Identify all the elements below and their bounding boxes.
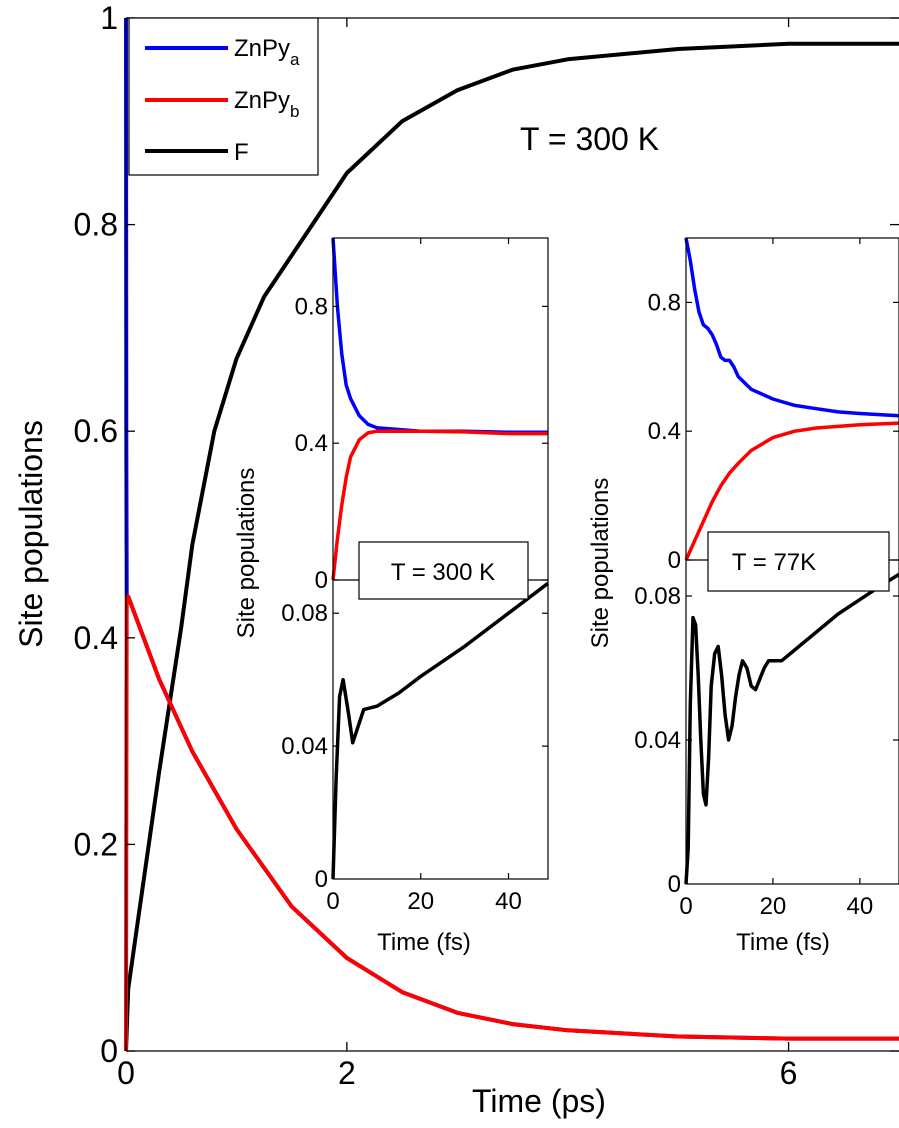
- inset-300k-frame: [332, 237, 549, 880]
- inset-300k-bottom-y-tick-label: 0: [315, 866, 328, 893]
- inset-77k-top-y-tick-label: 0: [668, 547, 681, 574]
- inset-300k-top-y-tick-label: 0.8: [295, 293, 328, 320]
- inset-77k-x-tick-label: 20: [760, 893, 787, 920]
- inset-300k-series-zinpy-b: [331, 429, 548, 581]
- main-temperature-annotation: T = 300 K: [520, 121, 659, 157]
- inset-300k-x-axis-label: Time (fs): [377, 929, 471, 956]
- inset-77k-x-axis-label: Time (fs): [736, 929, 830, 956]
- inset-300k-series-lines: [331, 237, 550, 880]
- inset-300k-bottom-y-tick-label: 0.08: [281, 600, 328, 627]
- main-y-tick-label: 0: [100, 1033, 118, 1069]
- inset-300k: 0 0.4 0.8 0 0.04 0.08 0 20 40 T = 300 K Time (fs) S…: [233, 237, 550, 956]
- main-y-axis-label: Site populations: [13, 420, 49, 648]
- main-axes: 0 0.2 0.4 0.6 0.8 1 0 2 6: [74, 0, 899, 1091]
- main-series-f: [124, 41, 899, 1052]
- inset-300k-bottom-y-tick-label: 0.04: [281, 733, 328, 760]
- main-y-tick-label: 0.6: [74, 413, 118, 449]
- main-x-tick-label: 2: [338, 1055, 356, 1091]
- main-plot: 0 0.2 0.4 0.6 0.8 1 0 2 6 Time (ps) Site populat…: [13, 0, 899, 1119]
- main-y-tick-label: 0.2: [74, 826, 118, 862]
- main-y-tick-label: 0.4: [74, 620, 118, 656]
- inset-300k-annotation: T = 300 K: [391, 559, 495, 586]
- inset-77k-x-tick-label: 40: [847, 893, 874, 920]
- inset-300k-annotation-box: [358, 541, 529, 600]
- inset-300k-y-axis-label: Site populations: [233, 468, 260, 639]
- legend-label-zinpy-a: ZnPya: [234, 35, 300, 69]
- main-y-tick-label: 0.8: [74, 207, 118, 243]
- main-x-axis-label: Time (ps): [472, 1083, 606, 1119]
- inset-77k-series-zinpy-b: [684, 421, 899, 561]
- main-series-zinpy-b: [124, 594, 899, 1052]
- inset-77k-series-f: [684, 572, 899, 885]
- inset-77k-x-tick-label: 0: [679, 893, 692, 920]
- main-y-tick-label: 1: [100, 0, 118, 36]
- main-x-tick-label: 6: [780, 1055, 798, 1091]
- inset-77k: 0 0.4 0.8 0 0.04 0.08 0 20 40 T = 77K Time (fs) Sit…: [587, 237, 899, 956]
- inset-77k-series-lines: [684, 237, 899, 885]
- inset-77k-bottom-y-tick-label: 0.08: [634, 583, 681, 610]
- inset-77k-y-axis-label: Site populations: [587, 478, 614, 649]
- main-x-tick-label: 0: [117, 1055, 135, 1091]
- legend-label-f: F: [234, 139, 249, 166]
- inset-300k-x-tick-label: 0: [326, 888, 339, 915]
- inset-300k-top-y-tick-label: 0.4: [295, 430, 328, 457]
- inset-300k-x-tick-label: 20: [407, 888, 434, 915]
- inset-77k-series-zinpy-a: [684, 237, 899, 418]
- inset-77k-bottom-y-tick-label: 0.04: [634, 727, 681, 754]
- legend-label-zinpy-b: ZnPyb: [234, 87, 299, 121]
- inset-77k-frame: [685, 237, 899, 885]
- inset-300k-series-f: [331, 581, 550, 880]
- inset-77k-top-y-tick-label: 0.4: [648, 418, 681, 445]
- inset-300k-top-y-tick-label: 0: [315, 567, 328, 594]
- inset-77k-bottom-y-tick-label: 0: [668, 871, 681, 898]
- inset-77k-annotation-box: [707, 531, 890, 592]
- inset-300k-x-tick-label: 40: [495, 888, 522, 915]
- inset-77k-annotation: T = 77K: [732, 549, 816, 576]
- main-series-lines: [124, 17, 899, 1052]
- inset-77k-top-y-tick-label: 0.8: [648, 289, 681, 316]
- legend: ZnPya ZnPyb F: [128, 17, 319, 176]
